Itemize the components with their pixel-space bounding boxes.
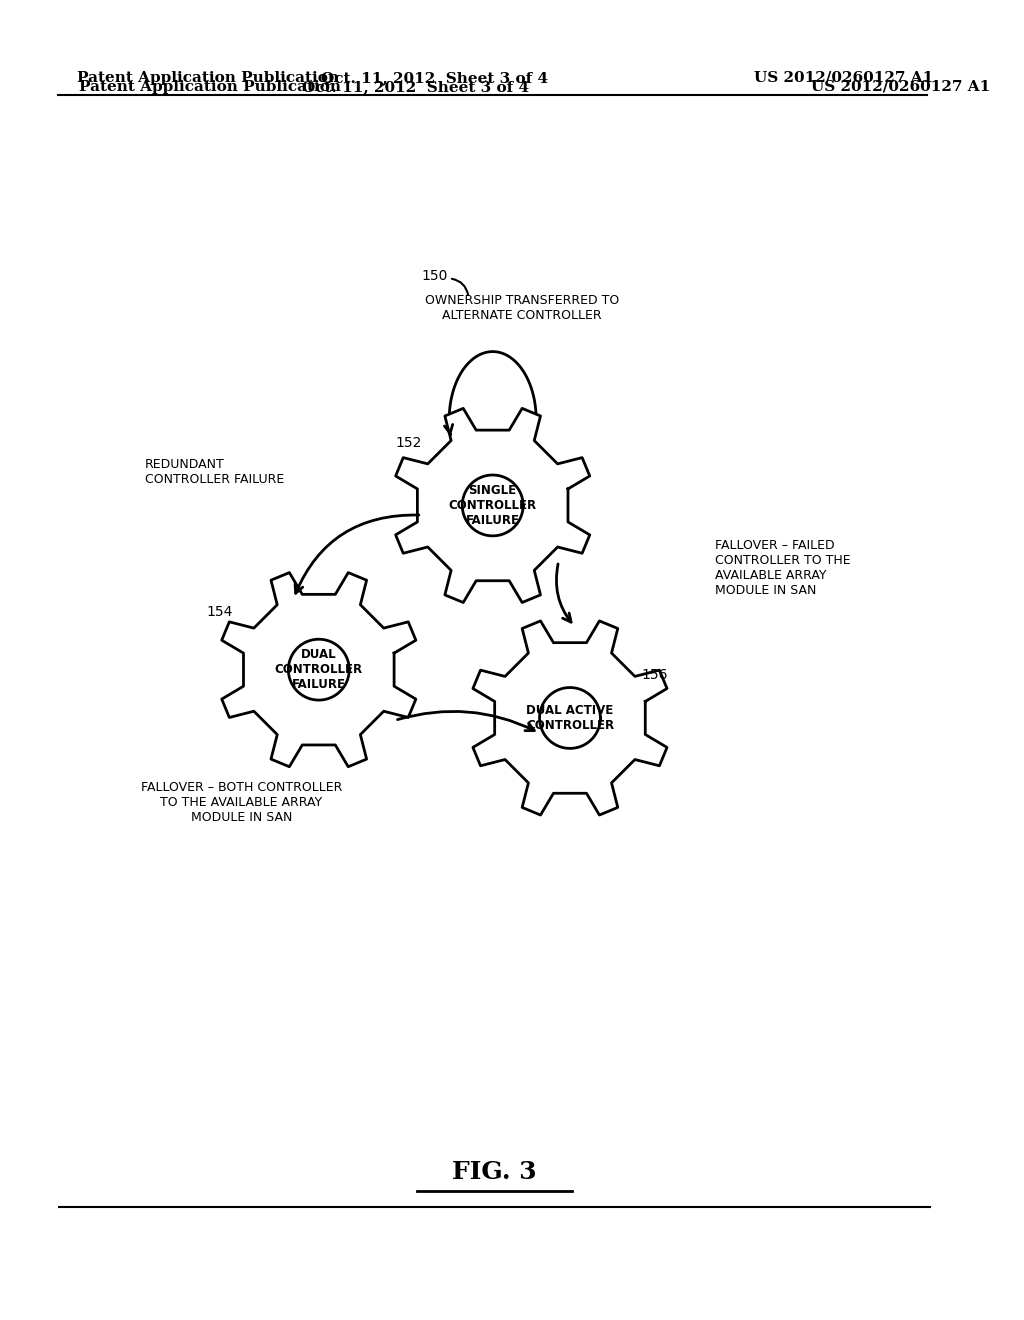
Text: 152: 152 [395, 436, 422, 450]
Text: FALLOVER – FAILED
CONTROLLER TO THE
AVAILABLE ARRAY
MODULE IN SAN: FALLOVER – FAILED CONTROLLER TO THE AVAI… [715, 540, 851, 597]
Polygon shape [395, 408, 590, 602]
Text: 150: 150 [422, 269, 447, 284]
Text: 154: 154 [206, 605, 232, 619]
Text: REDUNDANT
CONTROLLER FAILURE: REDUNDANT CONTROLLER FAILURE [145, 458, 284, 486]
Text: OWNERSHIP TRANSFERRED TO
ALTERNATE CONTROLLER: OWNERSHIP TRANSFERRED TO ALTERNATE CONTR… [425, 294, 618, 322]
Polygon shape [473, 620, 667, 814]
Text: Patent Application Publication: Patent Application Publication [77, 71, 339, 84]
Text: SINGLE
CONTROLLER
FAILURE: SINGLE CONTROLLER FAILURE [449, 484, 537, 527]
Polygon shape [289, 639, 349, 700]
Polygon shape [462, 475, 523, 536]
Text: US 2012/0260127 A1: US 2012/0260127 A1 [811, 79, 990, 94]
Text: US 2012/0260127 A1: US 2012/0260127 A1 [754, 71, 933, 84]
Text: 156: 156 [641, 668, 668, 682]
Text: DUAL
CONTROLLER
FAILURE: DUAL CONTROLLER FAILURE [274, 648, 362, 692]
Text: DUAL ACTIVE
CONTROLLER: DUAL ACTIVE CONTROLLER [526, 704, 614, 733]
Text: FALLOVER – BOTH CONTROLLER
TO THE AVAILABLE ARRAY
MODULE IN SAN: FALLOVER – BOTH CONTROLLER TO THE AVAILA… [141, 780, 342, 824]
Text: Oct. 11, 2012  Sheet 3 of 4: Oct. 11, 2012 Sheet 3 of 4 [322, 71, 548, 84]
Polygon shape [540, 688, 600, 748]
Text: Oct. 11, 2012  Sheet 3 of 4: Oct. 11, 2012 Sheet 3 of 4 [302, 79, 529, 94]
Polygon shape [222, 573, 416, 767]
Text: Patent Application Publication: Patent Application Publication [79, 79, 341, 94]
Text: FIG. 3: FIG. 3 [453, 1160, 537, 1184]
